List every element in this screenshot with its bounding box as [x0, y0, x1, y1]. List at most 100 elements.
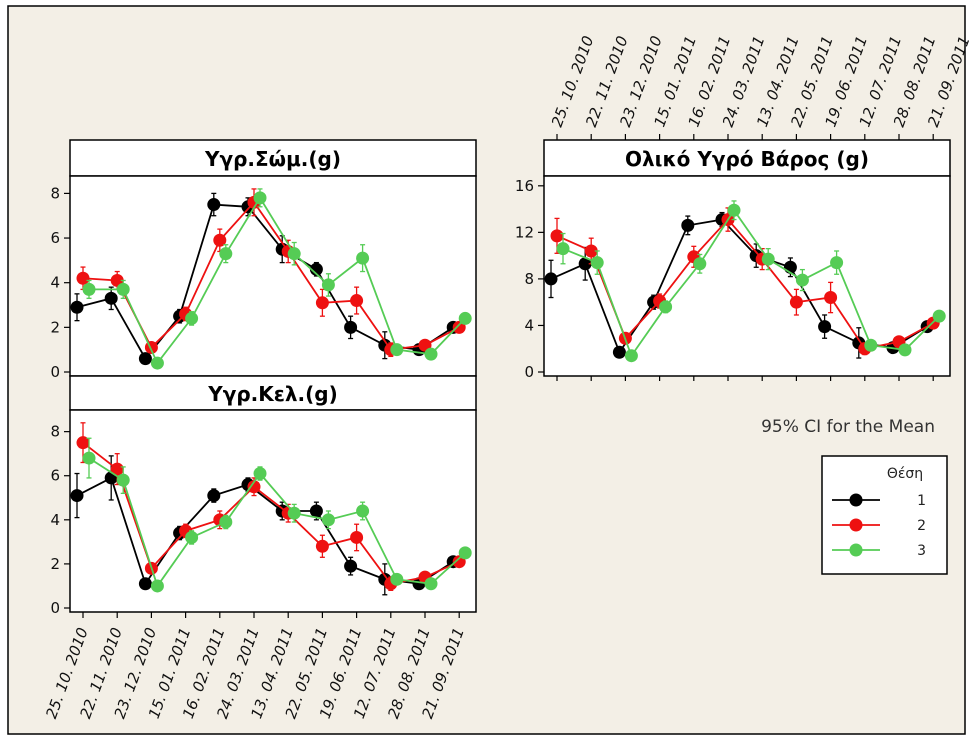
data-point: [624, 349, 638, 363]
data-point: [185, 530, 199, 544]
data-point: [424, 347, 438, 361]
legend-title: Θέση: [887, 466, 923, 482]
y-tick-label: 8: [50, 423, 60, 441]
data-point: [818, 320, 832, 334]
plot-area: [69, 175, 477, 377]
data-point: [82, 282, 96, 296]
y-tick-label: 12: [515, 223, 534, 241]
data-point: [693, 257, 707, 271]
data-point: [138, 352, 152, 366]
y-tick-label: 4: [50, 511, 60, 529]
data-point: [795, 273, 809, 287]
data-point: [356, 251, 370, 265]
legend-box: [821, 455, 948, 575]
data-point: [207, 489, 221, 503]
legend-marker: [849, 518, 863, 532]
data-point: [287, 506, 301, 520]
data-point: [253, 467, 267, 481]
data-point: [390, 572, 404, 586]
data-point: [138, 577, 152, 591]
data-point: [789, 295, 803, 309]
data-point: [350, 294, 364, 308]
data-point: [247, 480, 261, 494]
data-point: [70, 300, 84, 314]
data-point: [584, 244, 598, 258]
data-point: [309, 504, 323, 518]
data-point: [287, 247, 301, 261]
legend: Θέση 1 2 3: [821, 455, 948, 575]
data-point: [350, 530, 364, 544]
data-point: [544, 272, 558, 286]
y-tick-label: 16: [515, 177, 534, 195]
data-point: [116, 282, 130, 296]
y-tick-label: 4: [524, 316, 534, 334]
data-point: [824, 291, 838, 305]
data-point: [321, 513, 335, 527]
data-point: [830, 256, 844, 270]
data-point: [76, 436, 90, 450]
plot-marks: 0 2 4 6 8: [50, 184, 472, 382]
y-tick-label: 6: [50, 229, 60, 247]
data-point: [219, 515, 233, 529]
data-point: [356, 504, 370, 518]
data-point: [458, 546, 472, 560]
y-tick-label: 4: [50, 274, 60, 292]
data-point: [344, 559, 358, 573]
panel-title-box: [69, 139, 477, 177]
panel-title: Υγρ.Σώμ.(g): [204, 147, 341, 171]
panel-title: Υγρ.Κελ.(g): [207, 382, 338, 406]
data-point: [207, 198, 221, 212]
data-point: [898, 343, 912, 357]
data-point: [681, 218, 695, 232]
data-point: [150, 579, 164, 593]
data-point: [76, 271, 90, 285]
legend-marker: [849, 543, 863, 557]
data-point: [315, 296, 329, 310]
data-point: [104, 291, 118, 305]
y-tick-label: 0: [50, 599, 60, 617]
data-point: [424, 577, 438, 591]
data-point: [150, 356, 164, 370]
y-tick-label: 2: [50, 555, 60, 573]
data-point: [315, 539, 329, 553]
y-tick-label: 8: [50, 184, 60, 202]
data-point: [253, 191, 267, 205]
legend-label: 1: [917, 493, 926, 509]
data-point: [578, 257, 592, 271]
data-point: [761, 252, 775, 266]
y-tick-label: 0: [50, 363, 60, 381]
panel-title-box: [69, 375, 477, 411]
data-point: [219, 247, 233, 261]
data-point: [185, 311, 199, 325]
legend-label: 3: [917, 543, 926, 559]
data-point: [213, 233, 227, 247]
data-point: [932, 309, 946, 323]
plot-area: [69, 409, 477, 613]
data-point: [110, 462, 124, 476]
legend-marker: [849, 493, 863, 507]
data-point: [344, 320, 358, 334]
data-point: [82, 451, 96, 465]
data-point: [116, 473, 130, 487]
data-point: [612, 345, 626, 359]
ci-annotation: 95% CI for the Mean: [761, 417, 935, 437]
y-tick-label: 0: [524, 363, 534, 381]
data-point: [590, 256, 604, 270]
data-point: [659, 300, 673, 314]
panel-body-wet-weight: Υγρ.Σώμ.(g) 0 2 4 6 8: [50, 139, 477, 382]
data-point: [550, 229, 564, 243]
y-tick-label: 8: [524, 270, 534, 288]
panel-title: Ολικό Υγρό Βάρος (g): [625, 147, 869, 171]
data-point: [864, 338, 878, 352]
data-point: [70, 489, 84, 503]
data-point: [321, 278, 335, 292]
legend-label: 2: [917, 518, 926, 534]
data-point: [390, 343, 404, 357]
plot-area: [543, 175, 951, 377]
data-point: [556, 242, 570, 256]
data-point: [727, 203, 741, 217]
y-tick-label: 2: [50, 318, 60, 336]
data-point: [458, 311, 472, 325]
